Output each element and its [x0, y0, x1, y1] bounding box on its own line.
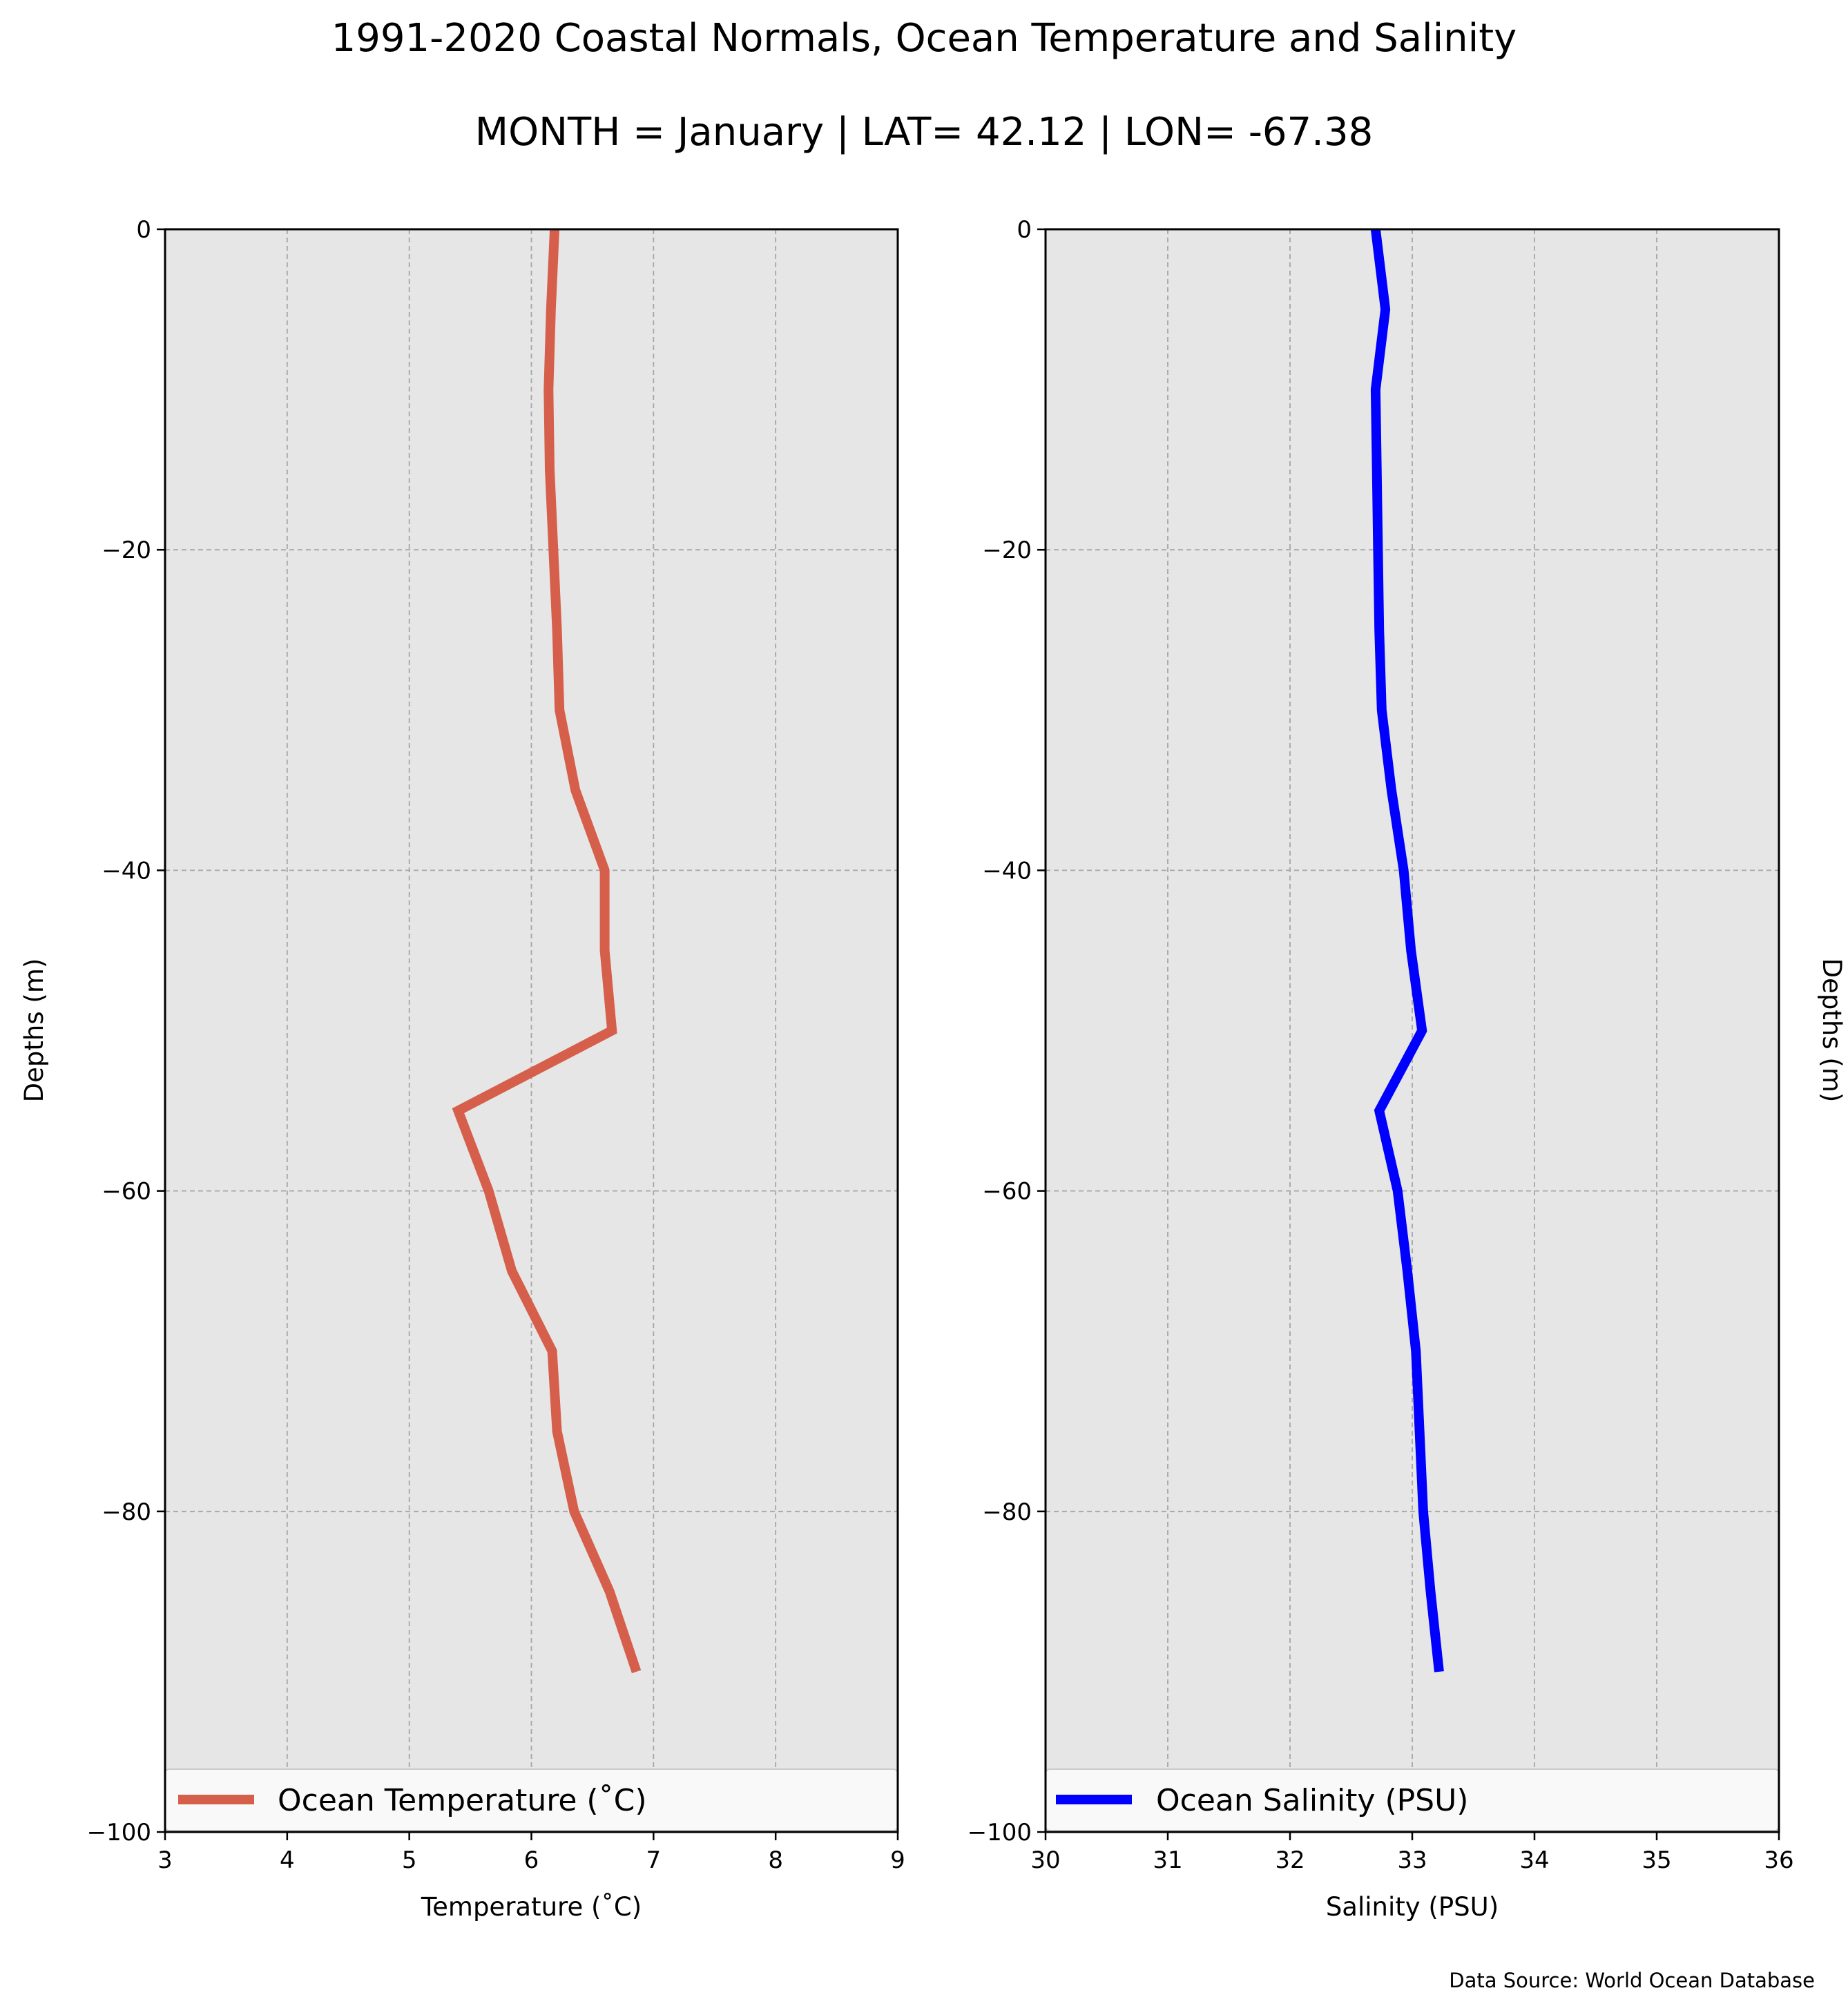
- y-tick-label: −100: [87, 1819, 151, 1846]
- y-tick-label: −60: [982, 1178, 1032, 1206]
- chart-subtitle: MONTH = January | LAT= 42.12 | LON= -67.…: [475, 110, 1373, 155]
- x-tick-label: 9: [890, 1846, 905, 1874]
- data-source-note: Data Source: World Ocean Database: [1449, 1969, 1815, 1992]
- temperature-x-axis-label: Temperature (˚C): [421, 1892, 642, 1922]
- series-line: [1370, 229, 1444, 1672]
- temperature-legend: Ocean Temperature (˚C): [164, 1768, 898, 1831]
- y-tick-label: −80: [982, 1498, 1032, 1526]
- x-tick-label: 30: [1030, 1846, 1060, 1874]
- x-tick-label: 35: [1642, 1846, 1671, 1874]
- salinity-y-axis-label: Depths (m): [1817, 958, 1847, 1103]
- x-tick-label: 34: [1519, 1846, 1549, 1874]
- x-tick-label: 4: [280, 1846, 295, 1874]
- y-tick-label: −80: [102, 1498, 151, 1526]
- legend-label: Ocean Salinity (PSU): [1156, 1783, 1468, 1818]
- y-tick-label: 0: [136, 216, 151, 244]
- y-tick-label: −100: [968, 1819, 1032, 1846]
- legend-label: Ocean Temperature (˚C): [278, 1783, 647, 1818]
- chart-title: 1991-2020 Coastal Normals, Ocean Tempera…: [331, 16, 1517, 61]
- x-tick-label: 8: [768, 1846, 783, 1874]
- x-tick-label: 31: [1153, 1846, 1182, 1874]
- series-line: [452, 229, 642, 1674]
- x-tick-label: 33: [1397, 1846, 1427, 1874]
- x-tick-label: 5: [402, 1846, 417, 1874]
- x-tick-label: 6: [524, 1846, 539, 1874]
- y-tick-label: −20: [982, 537, 1032, 564]
- salinity-x-axis-label: Salinity (PSU): [1326, 1892, 1499, 1922]
- y-tick-label: −60: [102, 1178, 151, 1206]
- y-tick-label: −40: [102, 857, 151, 885]
- y-tick-label: 0: [1017, 216, 1032, 244]
- salinity-panel: Ocean Salinity (PSU) 30 31 32 33 34 35 36 0 −20 −…: [968, 216, 1847, 1922]
- x-tick-label: 3: [157, 1846, 173, 1874]
- temperature-panel: Ocean Temperature (˚C) 3 4 5 6 7 8 9 0 −20 −40 −60…: [19, 216, 905, 1922]
- salinity-legend: Ocean Salinity (PSU): [1045, 1768, 1780, 1831]
- x-tick-label: 32: [1275, 1846, 1305, 1874]
- y-tick-label: −40: [982, 857, 1032, 885]
- x-tick-label: 36: [1764, 1846, 1793, 1874]
- y-tick-label: −20: [102, 537, 151, 564]
- temperature-y-axis-label: Depths (m): [19, 958, 49, 1103]
- x-tick-label: 7: [646, 1846, 662, 1874]
